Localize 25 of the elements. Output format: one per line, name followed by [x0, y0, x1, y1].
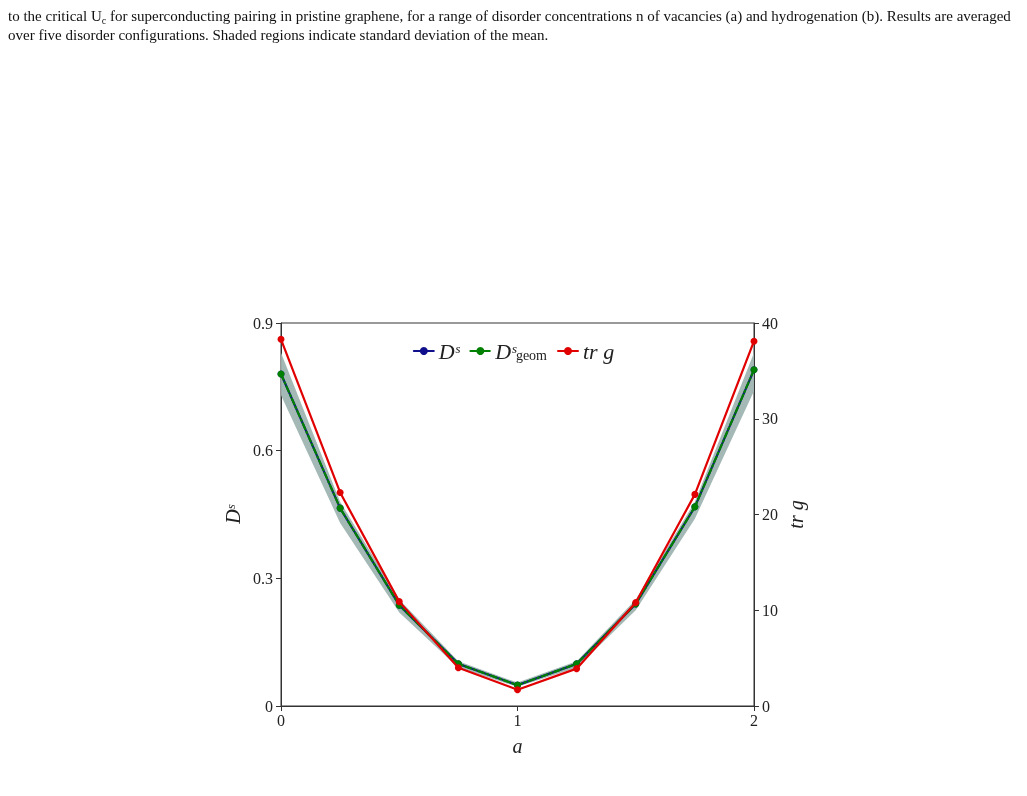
y2-tick-label: 40	[762, 314, 778, 332]
y2-tick-label: 0	[762, 697, 770, 715]
point	[454, 664, 462, 672]
point	[750, 337, 758, 345]
point	[336, 488, 344, 496]
y2-tick-label: 20	[762, 506, 778, 523]
y-axis-title: Dˢ	[222, 504, 244, 525]
y-tick-label: 0.3	[253, 569, 273, 587]
y2-tick-label: 30	[762, 410, 778, 428]
point	[573, 665, 581, 673]
y-tick-label: 0	[265, 697, 273, 715]
x-tick-label: 1	[513, 711, 522, 729]
y-tick-label: 0.9	[253, 314, 273, 332]
point	[514, 686, 521, 694]
x-tick-label: 0	[277, 711, 285, 729]
legend-label: Dˢgeom	[494, 338, 548, 364]
y2-axis-title: tr g	[785, 500, 808, 529]
x-axis-title: a	[512, 735, 523, 757]
legend-label: Dˢ	[437, 338, 461, 364]
y-tick-label: 0.6	[253, 442, 273, 460]
point	[691, 490, 699, 498]
x-tick-label: 2	[750, 711, 758, 729]
point	[277, 335, 285, 343]
legend-label: tr g	[582, 338, 615, 364]
y2-tick-label: 10	[762, 601, 778, 619]
